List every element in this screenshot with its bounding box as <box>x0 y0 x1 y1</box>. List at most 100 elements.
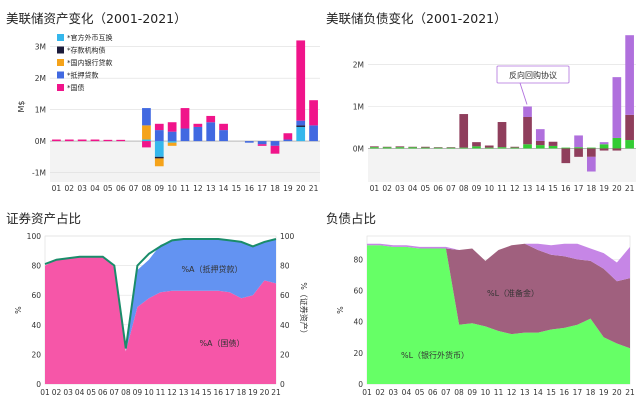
x-tick-label: 02 <box>52 388 62 397</box>
bar-segment <box>484 147 494 149</box>
x-tick-label: 16 <box>561 184 571 193</box>
bar-segment <box>446 147 456 149</box>
x-tick-label: 09 <box>155 184 165 193</box>
liability-share-title: 负债占比 <box>326 211 377 226</box>
x-tick-label: 10 <box>484 184 494 193</box>
x-tick-label: 11 <box>180 184 190 193</box>
bar-segment <box>167 131 177 142</box>
bar-segment <box>535 140 545 146</box>
x-tick-label: 20 <box>612 184 622 193</box>
legend-swatch <box>57 59 64 66</box>
x-tick-label: 11 <box>494 388 504 397</box>
negative-region-bg <box>368 148 636 182</box>
legend-label: *国债 <box>67 83 85 92</box>
bar-segment <box>154 158 164 167</box>
annotation-arrow <box>519 82 528 105</box>
x-tick-label: 07 <box>110 388 120 397</box>
bar-segment <box>142 139 151 142</box>
x-tick-label: 14 <box>536 184 546 193</box>
bar-segment <box>612 77 622 138</box>
y-axis-label: M$ <box>17 101 26 113</box>
y-tick-label: 1M <box>35 106 46 115</box>
x-tick-label: 07 <box>446 184 456 193</box>
x-tick-label: 07 <box>129 184 139 193</box>
x-tick-label: 10 <box>167 184 177 193</box>
x-tick-label: 15 <box>548 184 558 193</box>
x-tick-label: 13 <box>206 184 216 193</box>
x-tick-label: 12 <box>510 184 520 193</box>
liabilities-chart-title: 美联储负债变化（2001-2021） <box>326 11 507 26</box>
x-tick-label: 19 <box>599 184 609 193</box>
bar-segment <box>548 141 558 146</box>
series-label-treasury: %A（国债） <box>199 338 244 348</box>
y-tick-label: 0M <box>35 137 46 146</box>
legend-label: *官方外币互换 <box>67 33 113 42</box>
bar-segment <box>574 148 583 157</box>
y2-axis-label: %（证券资产） <box>299 282 309 338</box>
bar-segment <box>370 146 379 148</box>
x-tick-label: 04 <box>408 184 418 193</box>
bar-segment <box>510 147 520 149</box>
y2-tick-label: 60 <box>280 291 290 300</box>
y-axis-label: % <box>14 306 23 314</box>
bar-segment <box>370 147 379 149</box>
bar-segment <box>599 142 609 145</box>
x-tick-label: 05 <box>103 184 113 193</box>
bar-segment <box>219 130 228 142</box>
bar-segment <box>586 148 596 157</box>
bar-segment <box>296 125 306 127</box>
bar-segment <box>433 147 443 148</box>
bar-segment <box>103 139 113 142</box>
x-tick-label: 18 <box>587 184 597 193</box>
y-tick-label: -1M <box>32 169 46 178</box>
y2-tick-label: 20 <box>280 350 290 359</box>
y2-tick-label: 100 <box>280 232 295 241</box>
area-series <box>45 239 276 352</box>
bar-segment <box>206 122 216 142</box>
bar-segment <box>193 126 203 142</box>
series-label-reserves: %L（准备金） <box>487 288 539 298</box>
bar-segment <box>561 148 571 164</box>
x-tick-label: 06 <box>98 388 108 397</box>
bar-segment <box>561 147 571 149</box>
bar-segment <box>523 106 532 117</box>
series-label-mortgage: %A（抵押贷款） <box>181 264 242 274</box>
y-tick-label: 20 <box>31 350 41 359</box>
bar-segment <box>296 40 306 121</box>
bar-segment <box>382 147 392 149</box>
bar-segment <box>548 145 558 149</box>
y-tick-label: 60 <box>353 287 363 296</box>
x-tick-label: 21 <box>625 388 635 397</box>
x-tick-label: 03 <box>63 388 73 397</box>
bar-segment <box>421 147 430 149</box>
y-tick-label: 20 <box>353 349 363 358</box>
bar-segment <box>180 128 190 142</box>
x-tick-label: 08 <box>142 184 152 193</box>
bar-segment <box>77 139 87 142</box>
x-tick-label: 03 <box>77 184 87 193</box>
x-tick-label: 06 <box>116 184 126 193</box>
bar-segment <box>599 144 609 149</box>
negative-region-bg <box>50 141 320 182</box>
area-series <box>367 245 630 384</box>
bar-segment <box>142 141 151 148</box>
x-tick-label: 21 <box>309 184 319 193</box>
x-tick-label: 08 <box>459 184 469 193</box>
bar-segment <box>180 108 190 129</box>
x-tick-label: 19 <box>248 388 258 397</box>
bar-segment <box>142 108 151 126</box>
x-tick-label: 03 <box>395 184 405 193</box>
legend-swatch <box>57 71 64 79</box>
bar-segment <box>459 114 469 148</box>
bar-segment <box>625 35 634 115</box>
legend-label: *抵押贷款 <box>67 71 99 80</box>
y2-tick-label: 80 <box>280 262 290 271</box>
bar-segment <box>446 147 456 148</box>
legend-swatch <box>57 34 64 41</box>
bar-segment <box>523 144 532 149</box>
x-tick-label: 18 <box>237 388 247 397</box>
x-tick-label: 16 <box>559 388 569 397</box>
bar-segment <box>395 146 405 148</box>
x-tick-label: 17 <box>573 388 583 397</box>
